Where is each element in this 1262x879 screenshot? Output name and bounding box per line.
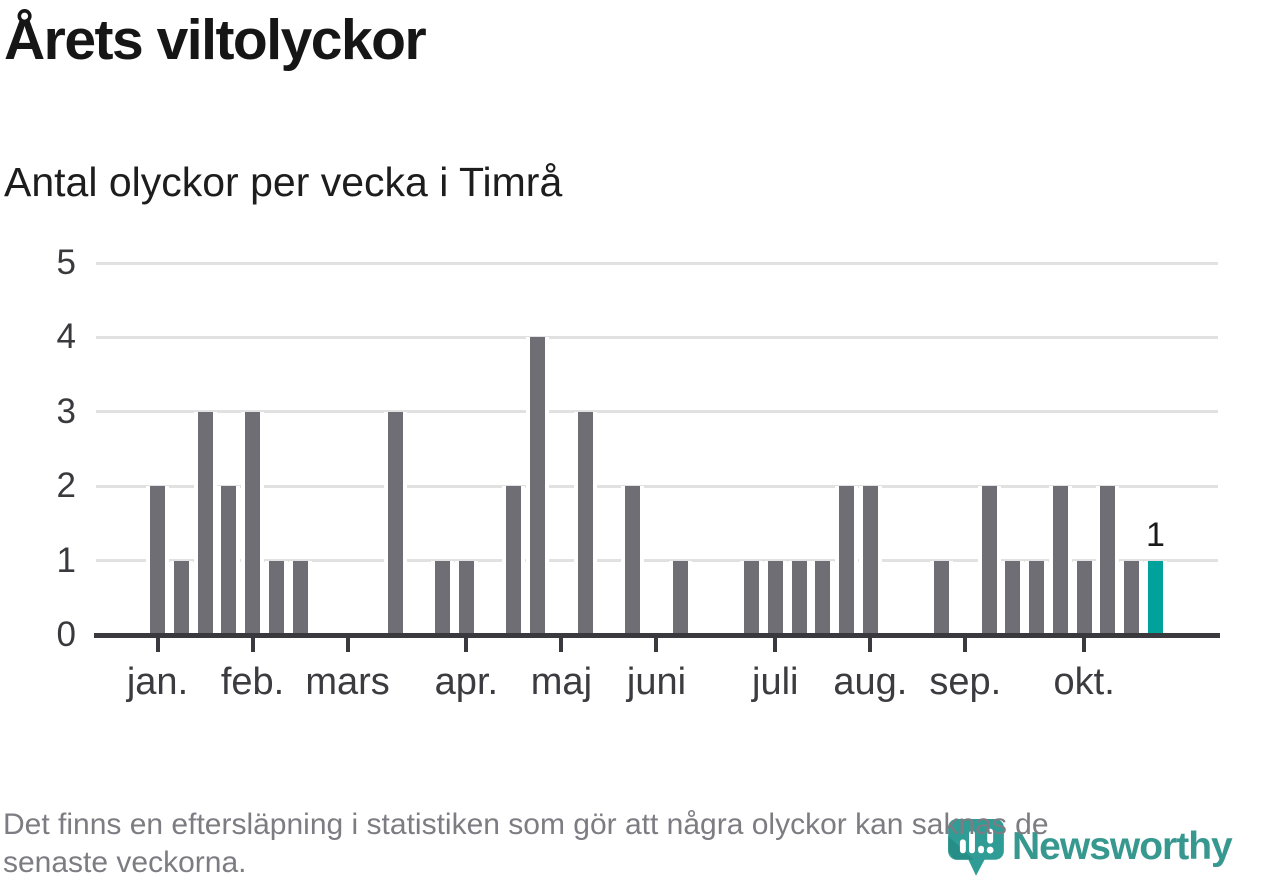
gridline: [96, 559, 1218, 563]
bar: [530, 337, 546, 635]
bar: [173, 560, 189, 635]
newsworthy-wordmark: Newsworthy: [1012, 825, 1233, 868]
bar: [458, 560, 474, 635]
bar: [1029, 560, 1045, 635]
chart-subtitle: Antal olyckor per vecka i Timrå: [4, 159, 563, 205]
bar: [150, 486, 165, 635]
bar: [387, 411, 403, 635]
bar-value-label: 1: [1145, 515, 1165, 554]
bar: [862, 486, 878, 635]
x-axis-label: sep.: [929, 661, 1002, 703]
footnote-line-1: Det finns en eftersläpning i statistiken…: [3, 808, 1049, 841]
month-tick: [1082, 637, 1087, 652]
bar: [1005, 560, 1021, 635]
x-axis-label: okt.: [1053, 661, 1115, 703]
bar: [981, 486, 997, 635]
month-tick: [868, 637, 873, 652]
x-axis-label: maj: [530, 661, 593, 703]
x-axis-label: apr.: [434, 661, 499, 703]
bar: [1124, 560, 1140, 635]
gridline: [96, 261, 1218, 265]
month-tick: [963, 637, 968, 652]
x-axis-label: juni: [626, 661, 687, 703]
footnote-line-2: senaste veckorna.: [3, 846, 247, 879]
bar: [839, 486, 855, 635]
bar: [221, 486, 237, 635]
month-tick: [155, 637, 160, 652]
footnote: Det finns en eftersläpning i statistiken…: [3, 806, 1049, 879]
y-axis-label: 2: [56, 466, 76, 506]
bar: [577, 411, 593, 635]
bar: [245, 411, 261, 635]
x-axis-label: feb.: [220, 661, 285, 703]
bar: [197, 411, 213, 635]
y-axis-label: 3: [56, 391, 76, 431]
month-tick: [773, 637, 778, 652]
y-axis-label: 1: [56, 540, 76, 580]
y-axis-label: 4: [56, 317, 76, 357]
gridline: [96, 335, 1218, 339]
newsworthy-logo: Newsworthy: [948, 819, 1233, 879]
bar: [268, 560, 284, 635]
x-axis-label: mars: [305, 661, 390, 703]
bar: [1052, 486, 1068, 635]
month-tick: [345, 637, 350, 652]
bar: [767, 560, 783, 635]
x-axis-line: [94, 633, 1220, 638]
gridline: [96, 410, 1218, 414]
bar: [435, 560, 451, 635]
bar: [672, 560, 688, 635]
bar: [744, 560, 759, 635]
bar: [1076, 560, 1092, 635]
gridline: [96, 484, 1218, 488]
x-axis-label: juli: [752, 661, 799, 703]
newsworthy-chart-pin-icon: [948, 819, 1004, 876]
month-tick: [250, 637, 255, 652]
month-tick: [654, 637, 659, 652]
month-tick: [464, 637, 469, 652]
highlighted-bar: [1147, 560, 1163, 635]
chart-title: Årets viltolyckor: [4, 8, 427, 72]
bar: [934, 560, 950, 635]
x-axis-label: jan.: [126, 661, 189, 703]
bar: [625, 486, 641, 635]
month-tick: [559, 637, 564, 652]
y-axis-label: 0: [56, 615, 76, 654]
bar: [791, 560, 807, 635]
bar: [506, 486, 522, 635]
bar: [815, 560, 831, 635]
bar: [292, 560, 308, 635]
x-axis-label: aug.: [833, 661, 908, 703]
y-axis-label: 5: [56, 243, 76, 282]
bar: [1100, 486, 1116, 635]
